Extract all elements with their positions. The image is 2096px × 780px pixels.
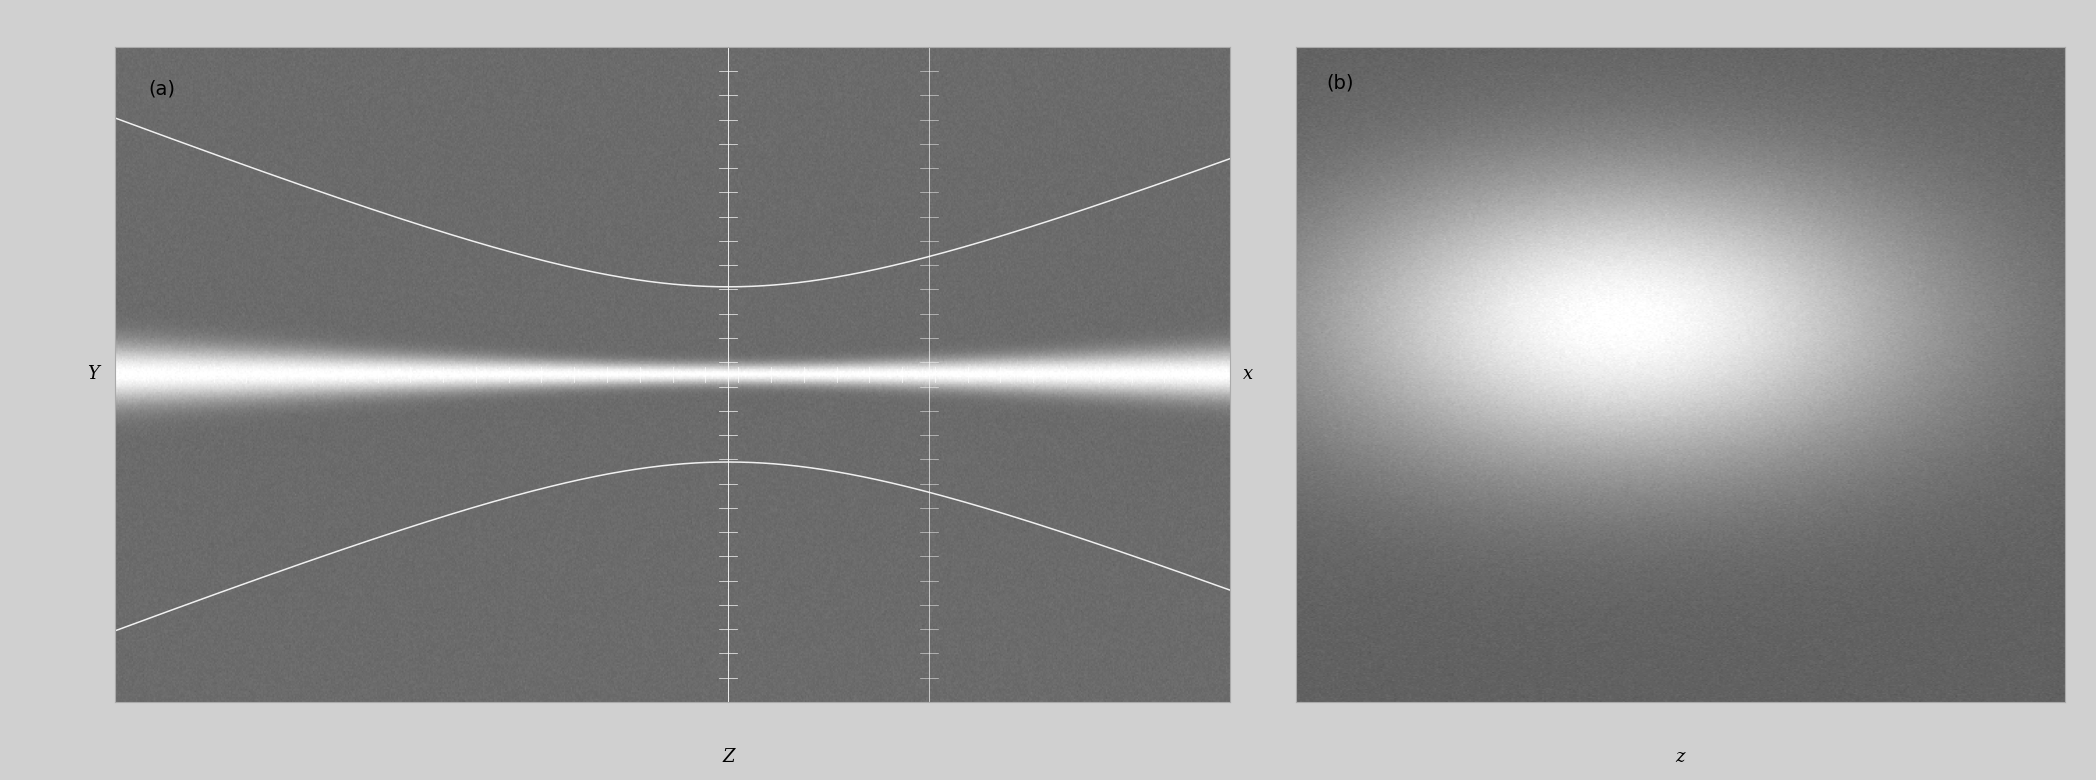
Text: (a): (a) (149, 80, 176, 98)
Text: z: z (1675, 748, 1685, 766)
Text: x: x (1243, 365, 1253, 384)
Text: Z: Z (723, 748, 734, 766)
Text: Y: Y (86, 365, 99, 384)
Text: (b): (b) (1327, 73, 1354, 92)
